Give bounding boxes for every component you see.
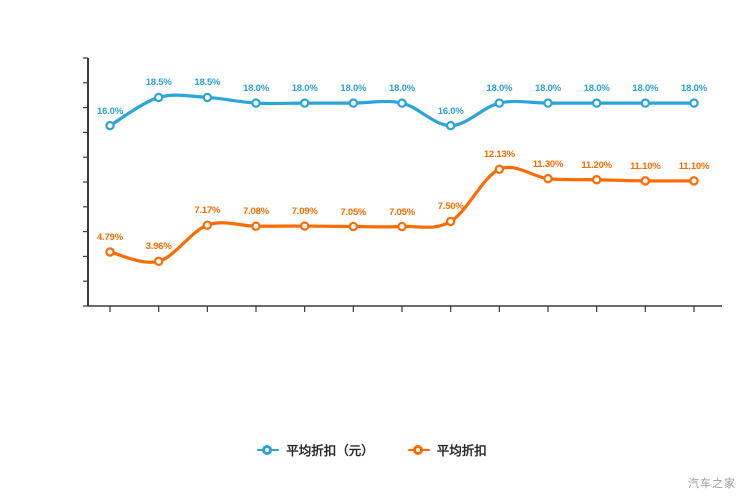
data-point[interactable] <box>494 98 505 108</box>
data-point[interactable] <box>591 98 602 108</box>
chart-series-layer <box>105 92 699 267</box>
data-point[interactable] <box>105 247 115 257</box>
data-point[interactable] <box>397 221 407 232</box>
data-point[interactable] <box>591 175 602 185</box>
chart-legend: 平均折扣（元） 平均折扣 <box>0 440 744 459</box>
data-point[interactable] <box>543 173 553 184</box>
data-point[interactable] <box>202 220 213 230</box>
legend-label: 平均折扣（元） <box>286 444 374 458</box>
data-point[interactable] <box>153 92 164 103</box>
data-point[interactable] <box>251 221 261 231</box>
data-point[interactable] <box>494 164 505 174</box>
legend-marker-icon <box>257 444 280 456</box>
data-point[interactable] <box>153 256 164 267</box>
watermark: 汽车之家 <box>688 478 736 490</box>
data-point[interactable] <box>689 98 699 108</box>
data-point[interactable] <box>202 92 213 103</box>
data-point[interactable] <box>397 98 407 108</box>
data-point[interactable] <box>299 98 310 108</box>
chart-axes <box>83 57 722 312</box>
legend-label: 平均折扣 <box>436 444 487 458</box>
data-point[interactable] <box>640 98 651 108</box>
legend-marker-icon <box>407 444 430 456</box>
data-point[interactable] <box>445 216 456 227</box>
legend-item-0[interactable]: 平均折扣（元） <box>257 440 374 459</box>
x-axis-ticks <box>109 306 695 312</box>
legend-item-1[interactable]: 平均折扣 <box>407 440 487 459</box>
data-point[interactable] <box>348 98 359 108</box>
data-point[interactable] <box>445 120 456 131</box>
data-point[interactable] <box>105 120 115 131</box>
data-point[interactable] <box>299 221 310 231</box>
data-point[interactable] <box>251 98 261 108</box>
y-axis-ticks <box>83 57 88 307</box>
data-point[interactable] <box>689 176 699 186</box>
data-point[interactable] <box>543 98 553 108</box>
data-point[interactable] <box>348 221 359 232</box>
series-line-1 <box>108 165 696 264</box>
data-point[interactable] <box>640 176 651 186</box>
